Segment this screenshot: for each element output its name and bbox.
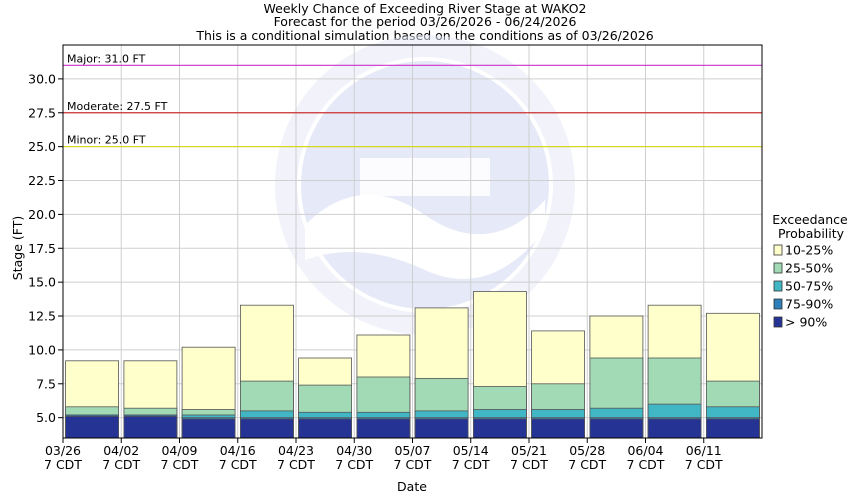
x-tick-label: 05/28: [569, 443, 605, 458]
x-tick-sublabel: 7 CDT: [510, 457, 548, 472]
y-tick-label: 17.5: [28, 241, 56, 256]
legend-label: > 90%: [785, 315, 827, 330]
x-tick-label: 06/04: [627, 443, 663, 458]
bar-06-11-90: [706, 418, 760, 439]
x-tick-sublabel: 7 CDT: [102, 457, 140, 472]
x-tick-sublabel: 7 CDT: [277, 457, 315, 472]
x-tick-label: 03/26: [45, 443, 81, 458]
legend-swatch: [773, 280, 783, 292]
legend-label: 10-25%: [785, 243, 833, 258]
bar-05-07-90: [414, 418, 469, 439]
chart-title: Weekly Chance of Exceeding River Stage a…: [264, 1, 587, 16]
threshold-label: Minor: 25.0 FT: [67, 134, 146, 147]
threshold-label: Moderate: 27.5 FT: [67, 100, 168, 113]
x-tick-label: 05/14: [453, 443, 489, 458]
bars-layer: [65, 291, 760, 439]
y-tick-label: 5.0: [36, 410, 56, 425]
threshold-lines: Major: 31.0 FT Moderate: 27.5 FT Minor: 25…: [63, 52, 762, 148]
legend: Exceedance Probability 10-25% 25-50% 50-75…: [772, 212, 848, 330]
y-tick-label: 10.0: [28, 342, 56, 357]
x-tick-sublabel: 7 CDT: [219, 457, 257, 472]
noaa-watermark-icon: [275, 35, 575, 335]
y-tick-label: 7.5: [36, 376, 56, 391]
x-tick-label: 04/23: [278, 443, 314, 458]
x-tick-sublabel: 7 CDT: [627, 457, 665, 472]
x-tick-label: 04/09: [161, 443, 197, 458]
x-tick-sublabel: 7 CDT: [568, 457, 606, 472]
x-tick-sublabel: 7 CDT: [685, 457, 723, 472]
legend-label: 50-75%: [785, 279, 833, 294]
bar-04-09-90: [181, 418, 236, 439]
x-tick-sublabel: 7 CDT: [44, 457, 82, 472]
chart-subtitle-1: Forecast for the period 03/26/2026 - 06/…: [274, 14, 577, 29]
legend-swatch: [773, 298, 783, 310]
bar-04-02-90: [123, 415, 178, 439]
y-tick-label: 22.5: [28, 173, 56, 188]
threshold-label: Major: 31.0 FT: [67, 52, 146, 65]
bar-05-28-90: [589, 418, 644, 439]
x-tick-label: 04/30: [336, 443, 372, 458]
y-axis-label: Stage (FT): [10, 216, 25, 280]
bar-06-04-90: [647, 418, 702, 439]
legend-swatch: [773, 262, 783, 274]
x-tick-label: 04/16: [220, 443, 256, 458]
y-tick-label: 15.0: [28, 275, 56, 290]
x-tick-label: 05/21: [511, 443, 547, 458]
legend-label: 75-90%: [785, 297, 833, 312]
y-axis: 5.0 7.5 10.0 12.5 15.0 17.5 20.0 22.5 25.0 27.5 30…: [28, 71, 63, 425]
y-tick-label: 12.5: [28, 309, 56, 324]
x-tick-sublabel: 7 CDT: [335, 457, 373, 472]
y-tick-label: 25.0: [28, 139, 56, 154]
bar-04-16-90: [239, 418, 294, 439]
x-tick-label: 05/07: [394, 443, 430, 458]
legend-label: 25-50%: [785, 261, 833, 276]
x-tick-sublabel: 7 CDT: [452, 457, 490, 472]
legend-swatch: [773, 316, 783, 328]
legend-title-2: Probability: [778, 226, 845, 241]
legend-title-1: Exceedance: [772, 212, 848, 227]
bar-04-23-90: [298, 418, 353, 439]
bar-05-14-90: [472, 418, 527, 439]
x-tick-label: 04/02: [103, 443, 139, 458]
y-tick-label: 30.0: [28, 71, 56, 86]
legend-swatch: [773, 244, 783, 256]
x-axis-label: Date: [397, 479, 427, 494]
x-tick-sublabel: 7 CDT: [394, 457, 432, 472]
x-tick-label: 06/11: [686, 443, 722, 458]
y-tick-label: 20.0: [28, 207, 56, 222]
x-tick-sublabel: 7 CDT: [161, 457, 199, 472]
y-tick-label: 27.5: [28, 105, 56, 120]
bar-03-26-90: [65, 415, 119, 439]
bar-04-30-90: [356, 418, 411, 439]
bar-05-21-90: [531, 418, 585, 439]
